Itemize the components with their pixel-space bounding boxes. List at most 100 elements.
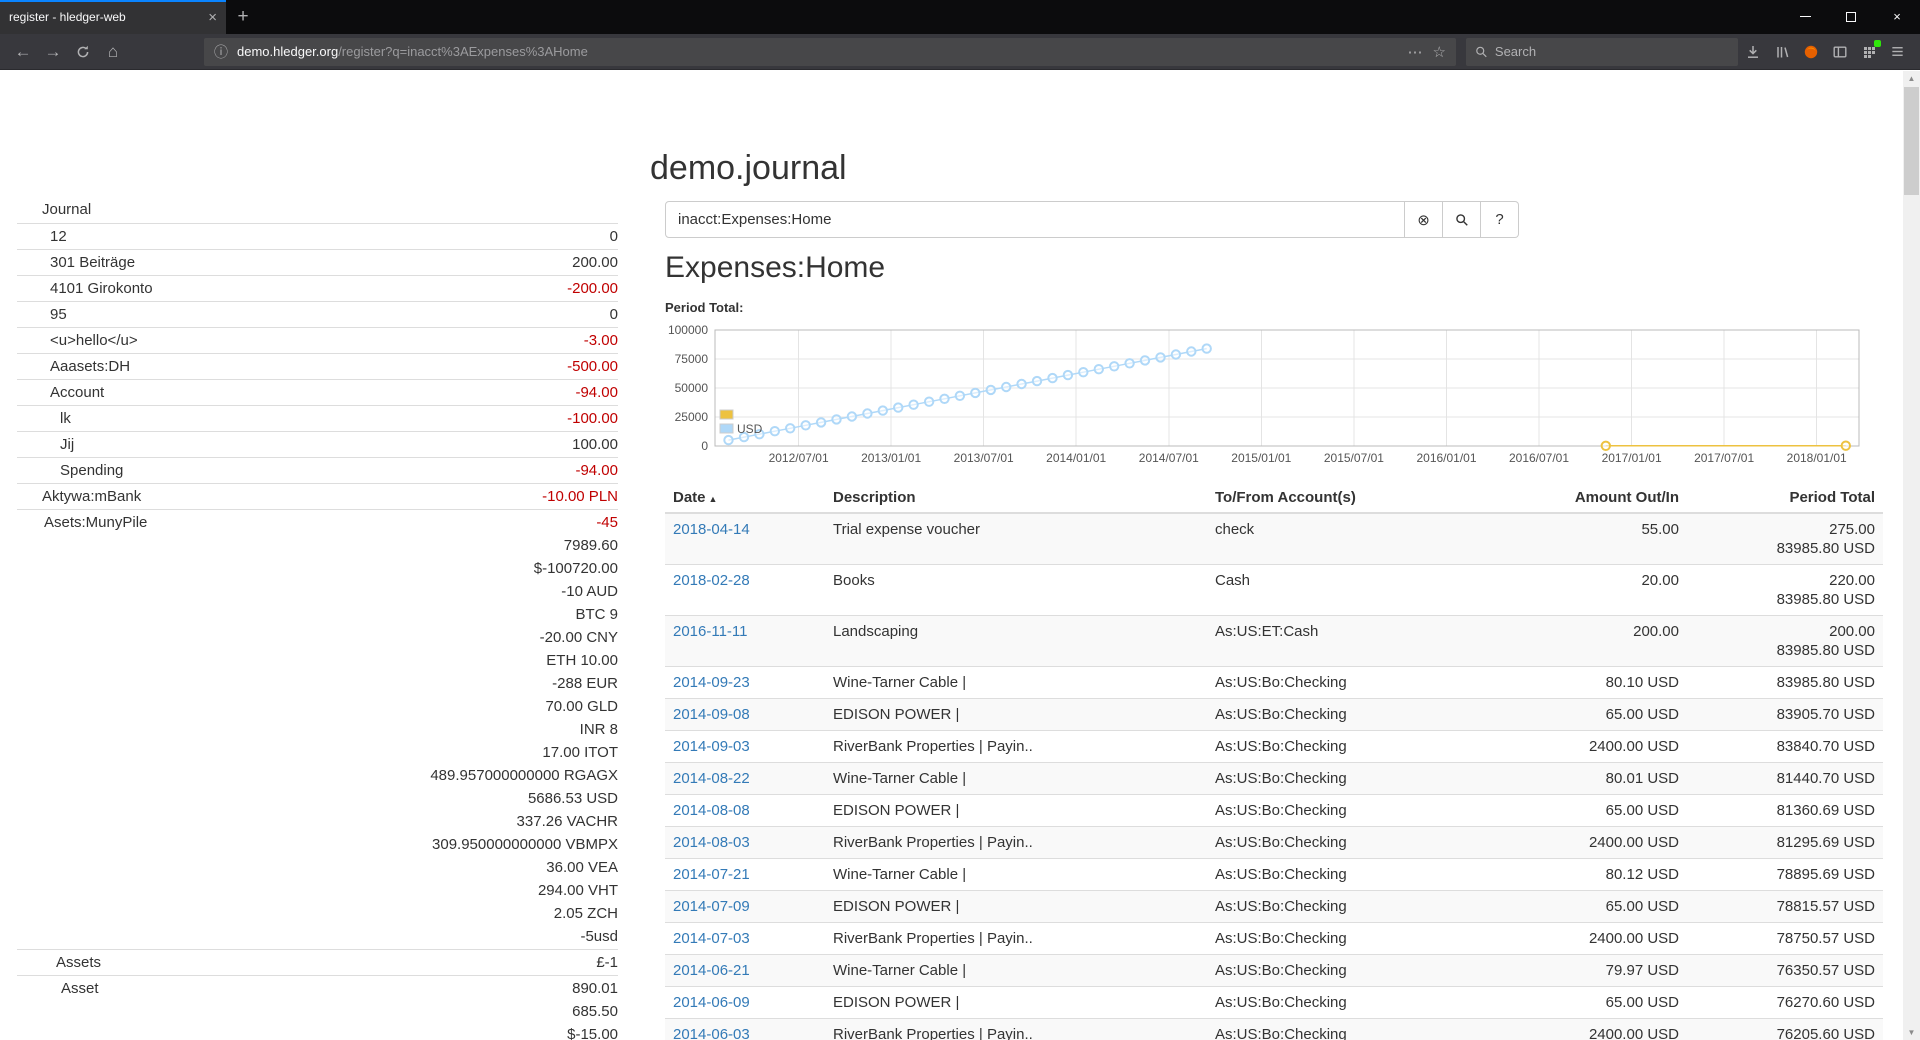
register-row[interactable]: 2018-02-28 Books Cash 20.00 220.00 83985.80 U…: [665, 564, 1883, 616]
extension-button[interactable]: [1796, 37, 1825, 67]
sidebar-account-link[interactable]: Spending: [60, 462, 124, 479]
register-column-header[interactable]: Description: [825, 483, 1207, 514]
url-bar[interactable]: ⓘ demo.hledger.org /register?q=inacct%3A…: [204, 37, 1456, 66]
transaction-date-link[interactable]: 2014-06-03: [673, 1026, 750, 1040]
downloads-button[interactable]: [1738, 37, 1767, 67]
transaction-date-link[interactable]: 2014-07-09: [673, 898, 750, 915]
browser-search-bar[interactable]: [1466, 37, 1738, 66]
sidebars-button[interactable]: [1825, 37, 1854, 67]
transaction-amount: 65.00 USD: [1487, 986, 1687, 1019]
back-button[interactable]: ←: [14, 41, 32, 61]
scrollbar-thumb[interactable]: [1904, 87, 1919, 195]
register-row[interactable]: 2014-07-21 Wine-Tarner Cable | As:US:Bo:Ch…: [665, 858, 1883, 891]
forward-button[interactable]: →: [44, 41, 62, 61]
sidebar-account-link[interactable]: 4101 Girokonto: [50, 280, 153, 297]
browser-toolbar: ← → ⌂ ⓘ demo.hledger.org /register?q=ina…: [0, 34, 1920, 70]
search-help-button[interactable]: ?: [1481, 201, 1519, 238]
new-tab-button[interactable]: +: [237, 6, 249, 27]
sidebar-account-link[interactable]: Assets: [56, 954, 102, 971]
register-row[interactable]: 2016-11-11 Landscaping As:US:ET:Cash 200.00…: [665, 615, 1883, 667]
browser-search-input[interactable]: [1494, 44, 1729, 59]
sidebar-account-link[interactable]: 12: [50, 228, 67, 245]
period-total: 200.00 83985.80 USD: [1687, 615, 1883, 667]
register-row[interactable]: 2014-08-03 RiverBank Properties | Payin..…: [665, 826, 1883, 859]
site-info-icon[interactable]: ⓘ: [214, 43, 228, 60]
account-balance: -100.00: [567, 410, 618, 427]
register-column-header[interactable]: Amount Out/In: [1487, 483, 1687, 514]
register-row[interactable]: 2014-08-22 Wine-Tarner Cable | As:US:Bo:Ch…: [665, 762, 1883, 795]
sidebar-account-link[interactable]: Aktywa:mBank: [42, 488, 142, 505]
register-row[interactable]: 2014-09-03 RiverBank Properties | Payin..…: [665, 730, 1883, 763]
transaction-date-link[interactable]: 2014-07-03: [673, 930, 750, 947]
apps-grid-button[interactable]: [1854, 37, 1883, 67]
transaction-date-link[interactable]: 2014-09-03: [673, 738, 750, 755]
transaction-account: check: [1207, 512, 1487, 565]
transaction-date-link[interactable]: 2014-09-23: [673, 674, 750, 691]
menu-button[interactable]: [1883, 37, 1912, 67]
account-balance: 0: [609, 228, 618, 245]
sidebar-account-link[interactable]: lk: [60, 410, 71, 427]
register-row[interactable]: 2014-06-09 EDISON POWER | As:US:Bo:Checkin…: [665, 986, 1883, 1019]
transaction-amount: 80.10 USD: [1487, 666, 1687, 699]
period-total: 76270.60 USD: [1687, 986, 1883, 1019]
transaction-date-link[interactable]: 2016-11-11: [673, 623, 748, 640]
tab-close-icon[interactable]: ×: [208, 8, 217, 26]
transaction-date-link[interactable]: 2014-08-08: [673, 802, 750, 819]
register-column-header[interactable]: To/From Account(s): [1207, 483, 1487, 514]
register-row[interactable]: 2014-07-09 EDISON POWER | As:US:Bo:Checkin…: [665, 890, 1883, 923]
transaction-date-link[interactable]: 2014-08-22: [673, 770, 750, 787]
transaction-date-link[interactable]: 2018-02-28: [673, 572, 750, 589]
sidebar-account-link[interactable]: Asset: [61, 980, 99, 997]
transaction-date-link[interactable]: 2014-08-03: [673, 834, 750, 851]
sidebar-account-link[interactable]: 301 Beiträge: [50, 254, 136, 271]
sidebar-account-link[interactable]: Asets:MunyPile: [44, 514, 148, 531]
bookmark-star-icon[interactable]: ☆: [1432, 43, 1446, 61]
sidebar-account-row: Aaasets:DH -500.00: [17, 353, 618, 379]
sidebar-account-link[interactable]: Jij: [60, 436, 75, 453]
window-maximize-button[interactable]: [1828, 0, 1874, 33]
scroll-down-icon[interactable]: ▼: [1907, 1028, 1916, 1037]
window-close-button[interactable]: ×: [1893, 9, 1901, 24]
sidebar-account-link[interactable]: 95: [50, 306, 67, 323]
register-row[interactable]: 2014-09-23 Wine-Tarner Cable | As:US:Bo:Ch…: [665, 666, 1883, 699]
sidebar-journal-link[interactable]: Journal: [42, 201, 92, 218]
transaction-date-link[interactable]: 2014-06-21: [673, 962, 750, 979]
account-balance: -200.00: [567, 280, 618, 297]
library-button[interactable]: [1767, 37, 1796, 67]
account-balance: 2.05 ZCH: [553, 905, 618, 922]
transaction-date-link[interactable]: 2014-09-08: [673, 706, 750, 723]
sidebar-account-link[interactable]: Account: [50, 384, 105, 401]
transaction-date-link[interactable]: 2014-06-09: [673, 994, 750, 1011]
register-column-header[interactable]: Date ▲: [665, 483, 825, 514]
period-total: 220.00 83985.80 USD: [1687, 564, 1883, 616]
notification-badge: [1874, 39, 1881, 47]
register-row[interactable]: 2014-06-03 RiverBank Properties | Payin..…: [665, 1018, 1883, 1040]
page-scrollbar[interactable]: ▲ ▼: [1903, 71, 1920, 1040]
submit-search-button[interactable]: [1443, 201, 1481, 238]
query-input[interactable]: [665, 201, 1405, 238]
transaction-amount: 55.00: [1487, 512, 1687, 565]
reload-button[interactable]: [68, 37, 98, 67]
account-balance: $-15.00: [567, 1026, 618, 1040]
sidebar-account-link[interactable]: Aaasets:DH: [50, 358, 131, 375]
register-row[interactable]: 2018-04-14 Trial expense voucher check 55.0…: [665, 512, 1883, 565]
period-total-label: Period Total:: [665, 300, 744, 315]
register-row[interactable]: 2014-06-21 Wine-Tarner Cable | As:US:Bo:Ch…: [665, 954, 1883, 987]
home-button[interactable]: ⌂: [107, 41, 119, 61]
window-minimize-button[interactable]: [1782, 0, 1828, 33]
transaction-date-link[interactable]: 2018-04-14: [673, 521, 750, 538]
register-row[interactable]: 2014-08-08 EDISON POWER | As:US:Bo:Checkin…: [665, 794, 1883, 827]
svg-text:2017/01/01: 2017/01/01: [1602, 451, 1662, 465]
register-chart[interactable]: 2012/07/01 2013/01/01 2013/07/01 2014/01/01…: [665, 316, 1883, 470]
scroll-up-icon[interactable]: ▲: [1907, 74, 1916, 83]
register-row[interactable]: 2014-09-08 EDISON POWER | As:US:Bo:Checkin…: [665, 698, 1883, 731]
browser-tab-active[interactable]: register - hledger-web ×: [0, 0, 226, 34]
sidebar-account-link[interactable]: <u>hello</u>: [50, 332, 138, 349]
register-row[interactable]: 2014-07-03 RiverBank Properties | Payin..…: [665, 922, 1883, 955]
register-column-header[interactable]: Period Total: [1687, 483, 1883, 514]
clear-query-button[interactable]: ⊗: [1405, 201, 1443, 238]
transaction-date-link[interactable]: 2014-07-21: [673, 866, 750, 883]
svg-text:2016/01/01: 2016/01/01: [1416, 451, 1476, 465]
page-actions-icon[interactable]: ⋯: [1407, 43, 1423, 61]
transaction-description: Wine-Tarner Cable |: [825, 762, 1207, 795]
